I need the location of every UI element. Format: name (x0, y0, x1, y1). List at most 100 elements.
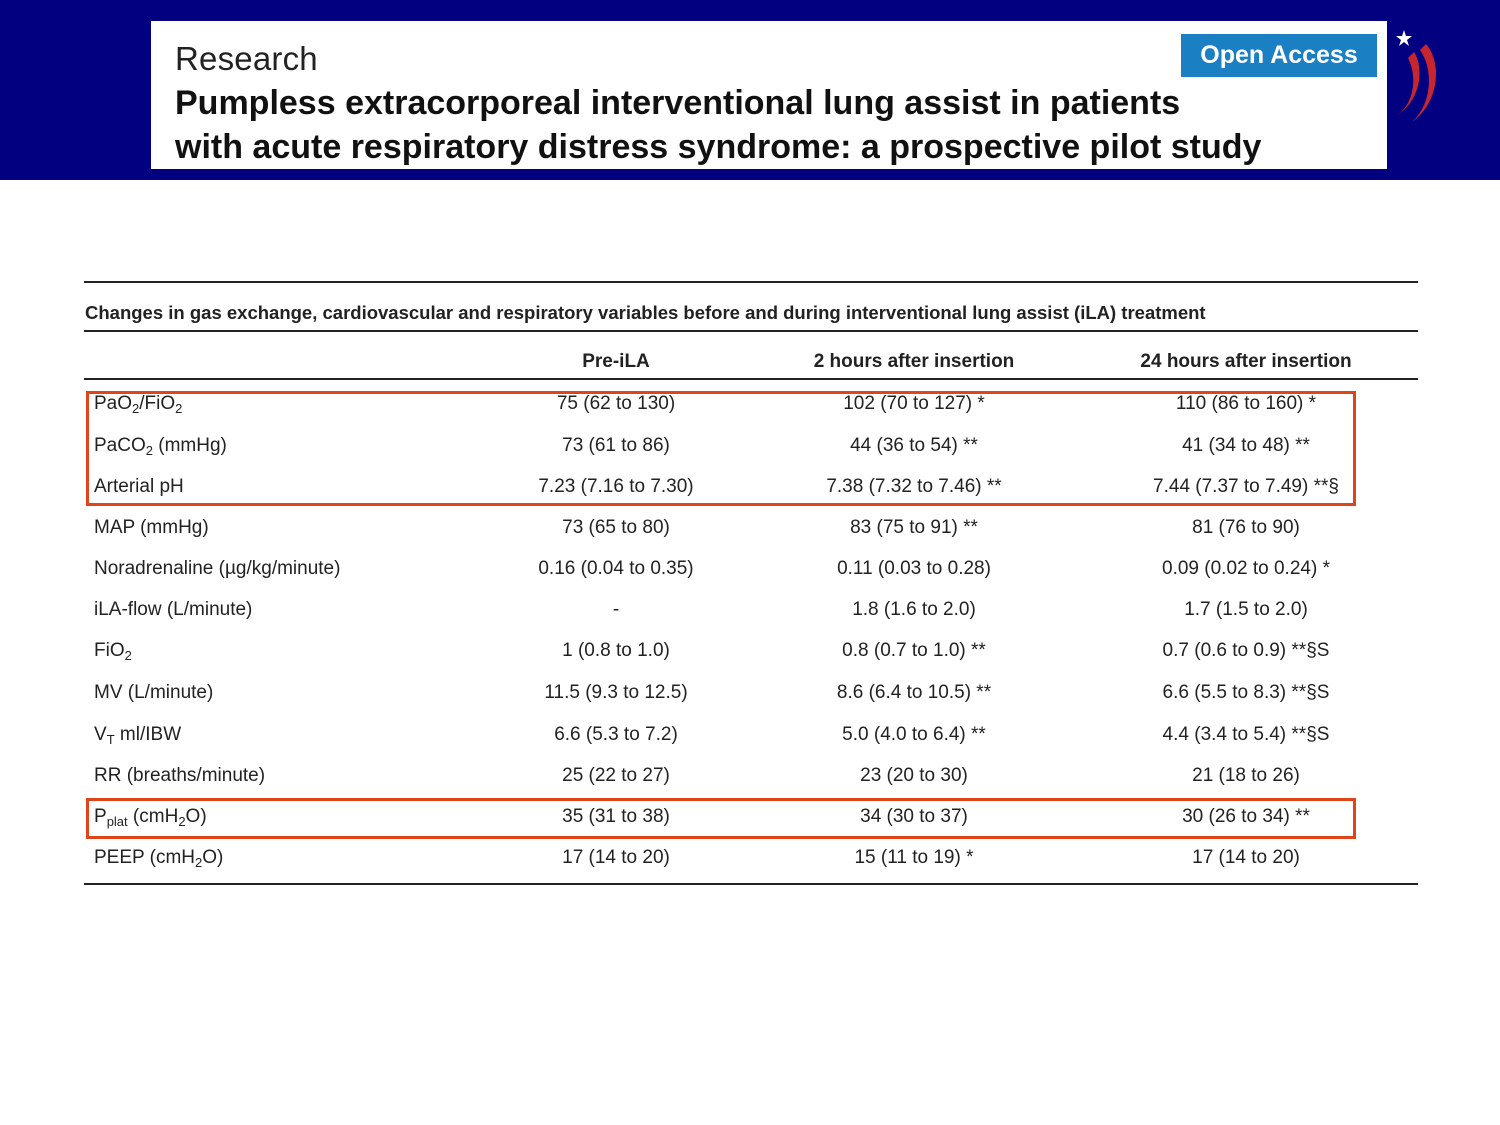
row-label-text: Noradrenaline (µg/kg/minute) (94, 558, 341, 579)
table-cell: 5.0 (4.0 to 6.4) ** (842, 724, 986, 745)
table-row: Noradrenaline (µg/kg/minute) 0.16 (0.04 t… (84, 550, 1418, 590)
column-header-24h: 24 hours after insertion (1140, 351, 1352, 372)
row-label-subscript: 2 (124, 648, 132, 663)
row-label-subscript: 2 (132, 401, 140, 416)
table-cell: 25 (22 to 27) (562, 765, 670, 786)
table-cell: 1.7 (1.5 to 2.0) (1184, 599, 1308, 620)
table-cell: 4.4 (3.4 to 5.4) **§S (1162, 724, 1330, 745)
table-cell: 83 (75 to 91) ** (850, 517, 978, 538)
highlight-box-plateau-pressure (86, 798, 1356, 839)
row-label-text: MAP (mmHg) (94, 517, 209, 538)
open-access-badge: Open Access (1181, 34, 1377, 77)
table-cell: 15 (11 to 19) * (854, 847, 974, 868)
table-cell: 6.6 (5.3 to 7.2) (554, 724, 678, 745)
article-title: Pumpless extracorporeal interventional l… (175, 81, 1381, 169)
row-label: iLA-flow (L/minute) (94, 599, 252, 621)
row-label-text: ml/IBW (114, 724, 182, 745)
column-header-pre-ila: Pre-iLA (582, 351, 650, 372)
section-label: Research (175, 40, 318, 77)
table-cell: 11.5 (9.3 to 12.5) (544, 682, 688, 703)
row-label-subscript: 2 (145, 443, 153, 458)
table-cell: 73 (61 to 86) (562, 435, 670, 456)
table-top-rule (84, 281, 1418, 283)
table-bottom-rule (84, 883, 1418, 885)
title-banner: Research Open Access Pumpless extracorpo… (0, 0, 1500, 180)
table-row: Pplat (cmH2O) 35 (31 to 38) 34 (30 to 37) 3… (84, 798, 1418, 838)
table-row: PaCO2 (mmHg) 73 (61 to 86) 44 (36 to 54) *… (84, 427, 1418, 467)
column-header-2h: 2 hours after insertion (813, 351, 1015, 372)
row-label-text: (mmHg) (152, 435, 227, 456)
table-row: PEEP (cmH2O) 17 (14 to 20) 15 (11 to 19) *… (84, 839, 1418, 879)
table-cell: 8.6 (6.4 to 10.5) ** (836, 682, 992, 703)
table-cell: 0.11 (0.03 to 0.28) (837, 558, 991, 579)
header-rule (84, 378, 1418, 380)
article-header: Research Open Access Pumpless extracorpo… (151, 21, 1387, 169)
row-label: RR (breaths/minute) (94, 765, 265, 787)
table-row: MAP (mmHg) 73 (65 to 80) 83 (75 to 91) ** 8… (84, 509, 1418, 549)
table-row: VT ml/IBW 6.6 (5.3 to 7.2) 5.0 (4.0 to 6.4… (84, 716, 1418, 756)
table-cell: 1 (0.8 to 1.0) (562, 640, 670, 661)
table-cell: 73 (65 to 80) (562, 517, 670, 538)
table-cell: 6.6 (5.5 to 8.3) **§S (1162, 682, 1330, 703)
row-label-text: O) (185, 806, 207, 827)
journal-logo-icon (1394, 30, 1437, 122)
row-label-text: V (94, 724, 107, 745)
row-label-text: O) (202, 847, 224, 868)
row-label-text: PEEP (cmH (94, 847, 196, 868)
row-label: Pplat (cmH2O) (94, 806, 207, 828)
row-label-subscript: 2 (195, 855, 203, 870)
table-row: PaO2/FiO2 75 (62 to 130) 102 (70 to 127) *… (84, 385, 1418, 425)
row-label: FiO2 (94, 640, 132, 662)
table-cell: 75 (62 to 130) (556, 393, 676, 414)
row-label-text: iLA-flow (L/minute) (94, 599, 253, 620)
row-label-text: MV (L/minute) (94, 682, 214, 703)
table-row: iLA-flow (L/minute) - 1.8 (1.6 to 2.0) 1.7 … (84, 591, 1418, 631)
row-label-text: RR (breaths/minute) (94, 765, 266, 786)
table-cell: 7.44 (7.37 to 7.49) **§ (1153, 476, 1339, 497)
table-cell: 7.23 (7.16 to 7.30) (538, 476, 694, 497)
highlight-box-gas-exchange (86, 391, 1356, 506)
table-cell: 0.7 (0.6 to 0.9) **§S (1162, 640, 1330, 661)
row-label: Noradrenaline (µg/kg/minute) (94, 558, 340, 580)
row-label-text: FiO (94, 640, 125, 661)
table-cell: 0.09 (0.02 to 0.24) * (1162, 558, 1330, 579)
table-cell: - (612, 599, 620, 620)
row-label: MV (L/minute) (94, 682, 213, 704)
table-row: FiO2 1 (0.8 to 1.0) 0.8 (0.7 to 1.0) ** 0.7… (84, 632, 1418, 672)
row-label-text: Arterial pH (94, 476, 184, 497)
row-label: PaCO2 (mmHg) (94, 435, 227, 457)
row-label-text: PaCO (94, 435, 146, 456)
row-label-subscript: plat (106, 814, 128, 829)
table-cell: 110 (86 to 160) * (1175, 393, 1317, 414)
table-row: Arterial pH 7.23 (7.16 to 7.30) 7.38 (7.32… (84, 468, 1418, 508)
caption-rule (84, 330, 1418, 332)
row-label-subscript: 2 (175, 401, 183, 416)
article-title-line-2: with acute respiratory distress syndrome… (175, 128, 1262, 166)
table-cell: 17 (14 to 20) (1192, 847, 1300, 868)
table-cell: 0.16 (0.04 to 0.35) (538, 558, 694, 579)
row-label: MAP (mmHg) (94, 517, 209, 539)
row-label: Arterial pH (94, 476, 184, 498)
table-row: RR (breaths/minute) 25 (22 to 27) 23 (20 t… (84, 757, 1418, 797)
table-cell: 35 (31 to 38) (562, 806, 670, 827)
table-cell: 7.38 (7.32 to 7.46) ** (826, 476, 1002, 497)
table-cell: 34 (30 to 37) (860, 806, 968, 827)
row-label: PaO2/FiO2 (94, 393, 182, 415)
table-cell: 17 (14 to 20) (562, 847, 670, 868)
article-title-line-1: Pumpless extracorporeal interventional l… (175, 84, 1181, 122)
table-cell: 0.8 (0.7 to 1.0) ** (842, 640, 986, 661)
table-row: MV (L/minute) 11.5 (9.3 to 12.5) 8.6 (6.4 … (84, 674, 1418, 714)
row-label-text: /FiO (139, 393, 176, 414)
table-cell: 81 (76 to 90) (1192, 517, 1300, 538)
table-cell: 21 (18 to 26) (1192, 765, 1300, 786)
table-cell: 30 (26 to 34) ** (1182, 806, 1310, 827)
row-label-subscript: 2 (178, 814, 186, 829)
row-label: VT ml/IBW (94, 724, 181, 746)
row-label-subscript: T (106, 732, 115, 747)
table-caption: Changes in gas exchange, cardiovascular … (85, 302, 1206, 323)
table-cell: 1.8 (1.6 to 2.0) (852, 599, 976, 620)
table-cell: 41 (34 to 48) ** (1182, 435, 1310, 456)
row-label-text: (cmH (127, 806, 179, 827)
row-label-text: P (94, 806, 107, 827)
table-cell: 44 (36 to 54) ** (850, 435, 978, 456)
